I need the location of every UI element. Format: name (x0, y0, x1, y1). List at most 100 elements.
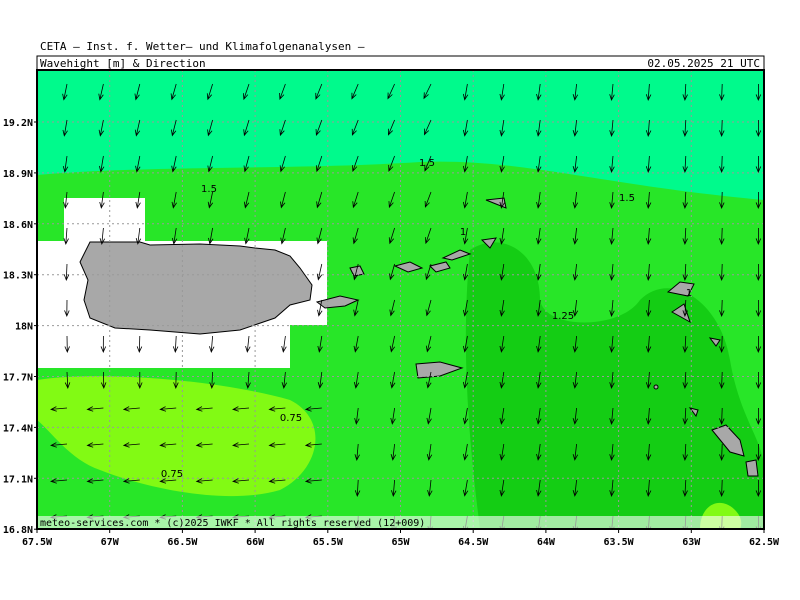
arrow (423, 83, 432, 100)
arrow (171, 191, 177, 209)
arrow (122, 406, 140, 412)
arrow (572, 443, 579, 461)
arrow (159, 406, 177, 412)
contour-label: 1 (686, 288, 692, 299)
arrow (572, 479, 579, 497)
arrow (755, 155, 762, 174)
arrow (426, 371, 432, 389)
arrow (172, 335, 179, 353)
arrow (609, 443, 615, 461)
arrow (719, 299, 725, 318)
arrow (209, 335, 215, 353)
arrow (572, 119, 579, 137)
lon-label: 65.5W (313, 537, 344, 548)
arrow (682, 119, 688, 138)
arrow (389, 335, 396, 353)
arrow (536, 443, 542, 461)
lat-label: 16.8N (3, 525, 33, 536)
lat-label: 19.2N (3, 118, 33, 129)
arrow (316, 191, 323, 209)
arrow (536, 371, 542, 389)
arrow (645, 227, 652, 245)
arrow (609, 119, 615, 137)
arrow (425, 263, 432, 281)
lat-label: 18N (15, 322, 33, 333)
arrow (173, 371, 179, 390)
arrow (388, 155, 395, 172)
arrow (462, 335, 469, 353)
arrow (207, 119, 213, 137)
field: 1.5 1.5 1.5 1 1.25 1 0.75 0.75 meteo-services.c… (37, 70, 764, 529)
arrow (609, 407, 615, 425)
arrow (245, 335, 251, 353)
arrow (137, 371, 143, 390)
arrow (609, 227, 615, 245)
arrow (499, 119, 505, 137)
arrow (645, 299, 652, 317)
lat-label: 18.6N (3, 220, 33, 231)
arrow (536, 119, 542, 137)
arrow (424, 191, 432, 208)
arrow (536, 479, 542, 497)
arrow (462, 155, 469, 173)
arrow (387, 83, 395, 100)
arrow (682, 155, 688, 174)
arrow (209, 371, 215, 390)
arrow (86, 406, 104, 412)
arrow (499, 299, 505, 317)
arrow (645, 407, 652, 425)
lat-label: 17.4N (3, 423, 33, 434)
arrow (171, 227, 178, 245)
arrow (645, 119, 652, 137)
arrow (682, 479, 688, 498)
arrow (64, 335, 70, 354)
arrow (98, 83, 104, 101)
arrow (536, 227, 542, 245)
arrow (755, 263, 762, 282)
arrow (136, 335, 143, 354)
lat-label: 18.9N (3, 169, 33, 180)
arrow (609, 299, 615, 317)
axis-labels: 67.5W 67W 66.5W 66W 65.5W 65W 64.5W 64W 63.5W 63W… (3, 118, 780, 548)
arrow (499, 407, 505, 425)
arrow (268, 442, 286, 448)
arrow (315, 119, 323, 137)
arrow (268, 406, 286, 412)
arrow (195, 406, 213, 412)
arrow (390, 407, 396, 425)
arrow (755, 371, 762, 390)
arrow (63, 227, 69, 245)
arrow (50, 406, 68, 412)
arrow (351, 83, 359, 100)
arrow (755, 299, 762, 318)
arrow (207, 191, 214, 209)
arrow (609, 479, 615, 497)
arrow (719, 407, 725, 426)
arrow (279, 119, 286, 137)
lon-label: 64W (537, 537, 556, 548)
arrow (462, 479, 469, 497)
arrow (424, 155, 432, 172)
arrow (609, 335, 615, 353)
arrow (755, 191, 762, 210)
contour-label: 1.5 (419, 158, 435, 169)
arrow (280, 227, 286, 245)
arrow (645, 371, 652, 389)
arrow (207, 155, 213, 173)
arrow (388, 227, 395, 245)
arrow (390, 443, 397, 461)
arrow (353, 299, 359, 317)
arrow (243, 155, 250, 173)
lat-label: 17.1N (3, 474, 33, 485)
arrow (755, 83, 762, 102)
arrow (390, 371, 396, 389)
arrow (572, 191, 579, 209)
arrow (135, 155, 141, 173)
lat-label: 17.7N (3, 373, 33, 384)
arrow (304, 406, 322, 412)
arrow (719, 155, 725, 174)
lon-label: 63W (682, 537, 701, 548)
arrow (499, 335, 505, 353)
arrow (719, 83, 725, 102)
arrow (755, 119, 762, 138)
